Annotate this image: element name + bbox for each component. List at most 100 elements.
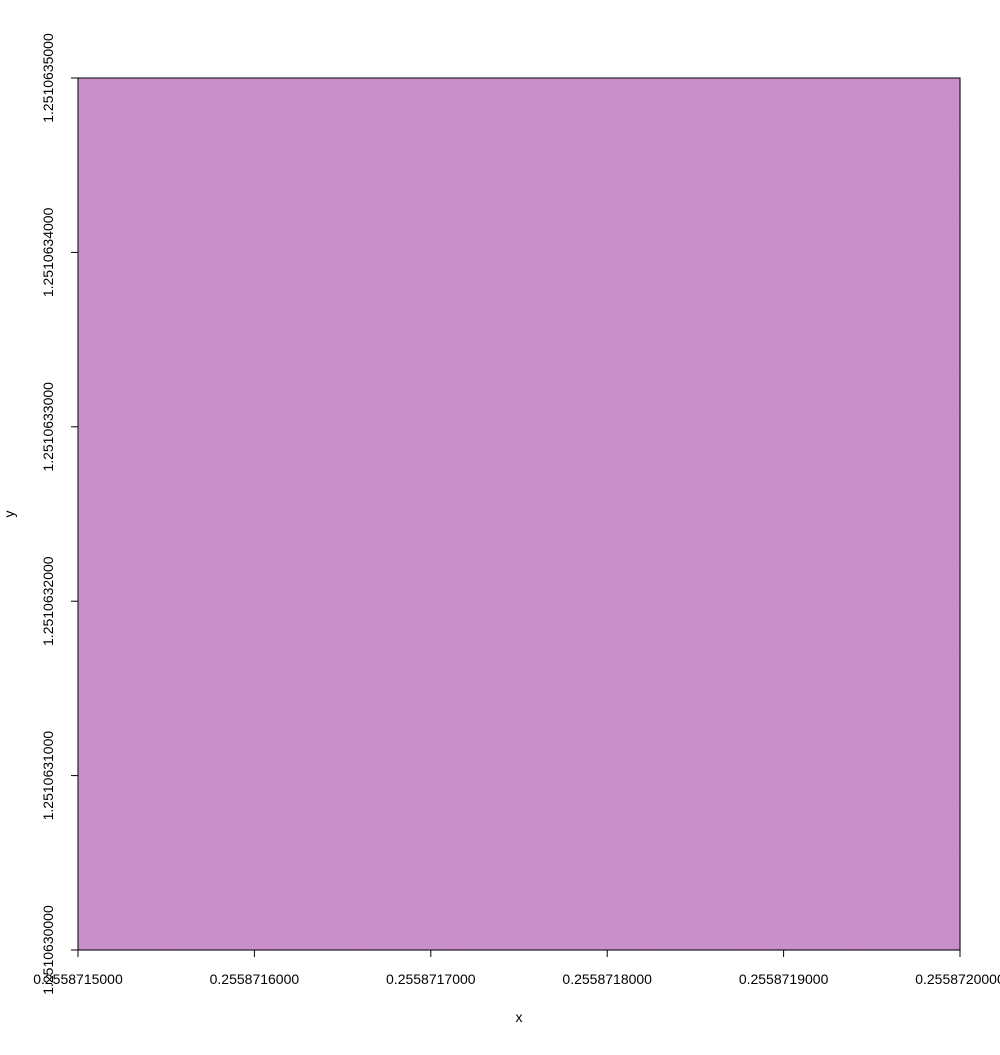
pixel — [389, 246, 397, 253]
pixel — [924, 107, 932, 114]
pixel — [689, 83, 696, 91]
pixel — [183, 223, 191, 230]
pixel — [401, 147, 408, 155]
pixel — [542, 171, 549, 178]
pixel — [242, 246, 250, 253]
pixel — [442, 200, 450, 207]
pixel — [319, 240, 326, 248]
pixel — [813, 89, 820, 97]
pixel — [460, 124, 467, 131]
pixel — [172, 83, 179, 91]
pixel — [936, 252, 943, 259]
pixel — [865, 246, 873, 253]
pixel — [589, 124, 597, 131]
pixel — [195, 200, 203, 207]
pixel — [419, 182, 426, 190]
pixel — [183, 188, 191, 195]
pixel — [818, 176, 826, 184]
pixel — [695, 141, 702, 149]
pixel — [336, 107, 344, 114]
pixel — [954, 205, 961, 213]
pixel — [630, 258, 638, 265]
pixel — [207, 269, 214, 277]
pixel — [195, 252, 203, 259]
pixel — [342, 165, 350, 172]
pixel — [471, 101, 479, 108]
pixel — [95, 171, 103, 178]
pixel — [154, 118, 161, 126]
pixel — [630, 182, 638, 190]
pixel — [236, 246, 244, 253]
pixel — [618, 165, 626, 172]
pixel — [225, 118, 232, 126]
pixel — [189, 194, 197, 201]
pixel — [671, 107, 679, 114]
pixel — [183, 252, 191, 259]
pixel — [183, 240, 191, 248]
pixel — [119, 194, 126, 201]
pixel — [554, 165, 561, 172]
pixel — [172, 200, 179, 207]
pixel — [372, 217, 379, 224]
pixel — [324, 141, 332, 149]
pixel — [313, 223, 320, 230]
pixel — [201, 83, 208, 91]
pixel — [642, 217, 649, 224]
pixel — [213, 194, 220, 201]
pixel — [160, 101, 167, 108]
pixel — [901, 223, 908, 230]
pixel — [277, 200, 285, 207]
pixel — [671, 78, 679, 85]
pixel — [807, 118, 814, 126]
pixel — [360, 101, 367, 108]
pixel — [824, 153, 832, 160]
pixel — [354, 200, 361, 207]
pixel — [301, 176, 308, 184]
pixel — [901, 136, 908, 143]
pixel — [783, 153, 791, 160]
pixel — [360, 153, 367, 160]
pixel — [313, 240, 320, 248]
fractal-image — [78, 78, 961, 951]
pixel — [319, 176, 326, 184]
pixel — [289, 165, 297, 172]
pixel — [836, 147, 843, 155]
pixel — [501, 130, 508, 137]
pixel — [254, 153, 261, 160]
pixel — [354, 258, 361, 265]
pixel — [413, 101, 420, 108]
pixel — [266, 130, 273, 137]
pixel — [895, 136, 902, 143]
pixel — [513, 159, 520, 166]
pixel — [883, 223, 891, 230]
pixel — [430, 112, 438, 120]
pixel — [701, 101, 708, 108]
pixel — [542, 205, 549, 213]
pixel — [860, 234, 867, 242]
pixel — [307, 205, 314, 213]
pixel — [860, 153, 867, 160]
pixel — [101, 223, 108, 230]
pixel — [524, 141, 532, 149]
pixel — [666, 153, 673, 160]
pixel — [366, 141, 373, 149]
pixel — [848, 130, 855, 137]
pixel — [942, 252, 949, 259]
pixel — [648, 83, 655, 91]
pixel — [448, 165, 455, 172]
pixel — [742, 159, 749, 166]
pixel — [907, 229, 914, 236]
pixel — [319, 205, 326, 213]
pixel — [813, 171, 820, 178]
pixel — [83, 188, 91, 195]
pixel — [166, 136, 173, 143]
pixel — [583, 194, 591, 201]
pixel — [583, 101, 591, 108]
pixel — [213, 205, 220, 213]
pixel — [554, 194, 561, 201]
pixel — [865, 153, 873, 160]
pixel — [95, 234, 103, 242]
pixel — [571, 83, 579, 91]
pixel — [601, 130, 608, 137]
pixel — [154, 182, 161, 190]
